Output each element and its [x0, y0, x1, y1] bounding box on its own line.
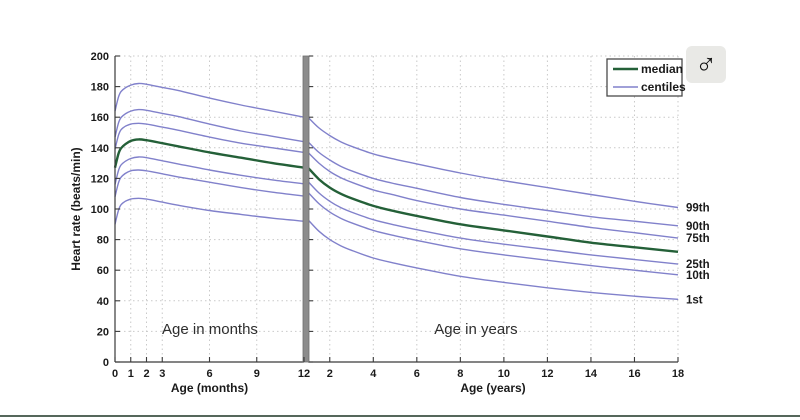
centile-label-10th: 10th — [686, 270, 710, 282]
x-tick-label: 6 — [414, 368, 420, 380]
x-tick-label: 14 — [585, 368, 598, 380]
panel-inner-titles: Age in months Age in years — [162, 321, 518, 338]
x-tick-label: 4 — [370, 368, 377, 380]
curve-months-median — [113, 138, 305, 169]
curve-years-10th — [307, 191, 679, 276]
panel-divider — [302, 55, 310, 363]
x-tick-label: 2 — [143, 368, 149, 380]
curve-months-75th — [114, 122, 305, 154]
inner-title-years: Age in years — [434, 321, 517, 338]
page-bottom-divider — [0, 415, 800, 417]
curve-months-90th — [114, 108, 305, 143]
centile-label-90th: 90th — [686, 221, 710, 233]
centile-label-99th: 99th — [686, 202, 710, 214]
x-tick-label: 16 — [628, 368, 640, 380]
curve-years-1st — [307, 219, 679, 300]
x-tick-label: 3 — [159, 368, 165, 380]
curve-months-99th — [114, 82, 305, 118]
curve-months-10th — [114, 169, 305, 197]
curve-years-75th — [307, 151, 679, 239]
legend: median centiles — [606, 58, 686, 97]
x-tick-label: 12 — [298, 368, 310, 380]
xlabel-years: Age (years) — [460, 381, 525, 395]
y-tick-label: 140 — [91, 143, 109, 155]
y-tick-label: 0 — [103, 357, 109, 369]
inner-title-months: Age in months — [162, 321, 258, 338]
x-tick-label: 6 — [206, 368, 212, 380]
y-tick-label: 20 — [97, 326, 109, 338]
y-tick-label: 40 — [97, 296, 109, 308]
x-tick-label: 8 — [457, 368, 463, 380]
gridlines — [115, 55, 679, 362]
x-tick-label: 9 — [254, 368, 260, 380]
curve-years-90th — [307, 141, 679, 227]
male-icon[interactable]: ♂ — [686, 46, 726, 83]
curve-years-25th — [307, 181, 679, 265]
ylabel: Heart rate (beats/min) — [69, 147, 83, 270]
x-tick-label: 12 — [541, 368, 553, 380]
centile-label-25th: 25th — [686, 259, 710, 271]
y-tick-label: 120 — [91, 173, 109, 185]
x-tick-label: 2 — [327, 368, 333, 380]
x-tick-label: 10 — [498, 368, 510, 380]
curve-years-99th — [307, 116, 679, 209]
x-tick-label: 18 — [672, 368, 684, 380]
y-tick-label: 160 — [91, 112, 109, 124]
y-tick-label: 60 — [97, 265, 109, 277]
centile-label-1st: 1st — [686, 294, 703, 306]
legend-label-centiles: centiles — [641, 80, 686, 94]
x-tick-label: 1 — [128, 368, 134, 380]
y-tick-label: 200 — [91, 51, 109, 63]
centile-label-75th: 75th — [686, 233, 710, 245]
curve-years-median — [307, 166, 679, 253]
hr-centile-chart: Age in months Age in years020406080100120… — [69, 51, 710, 395]
tick-marks — [114, 55, 679, 363]
x-tick-label: 0 — [112, 368, 118, 380]
y-tick-label: 180 — [91, 82, 109, 94]
xlabel-months: Age (months) — [171, 381, 248, 395]
y-tick-label: 100 — [91, 204, 109, 216]
axis-labels: Age (months) Age (years) Heart rate (beats… — [69, 147, 526, 395]
centile-curves — [113, 82, 679, 300]
legend-label-median: median — [641, 62, 683, 76]
curve-months-1st — [114, 197, 305, 225]
curve-months-25th — [114, 156, 305, 185]
y-tick-label: 80 — [97, 235, 109, 247]
